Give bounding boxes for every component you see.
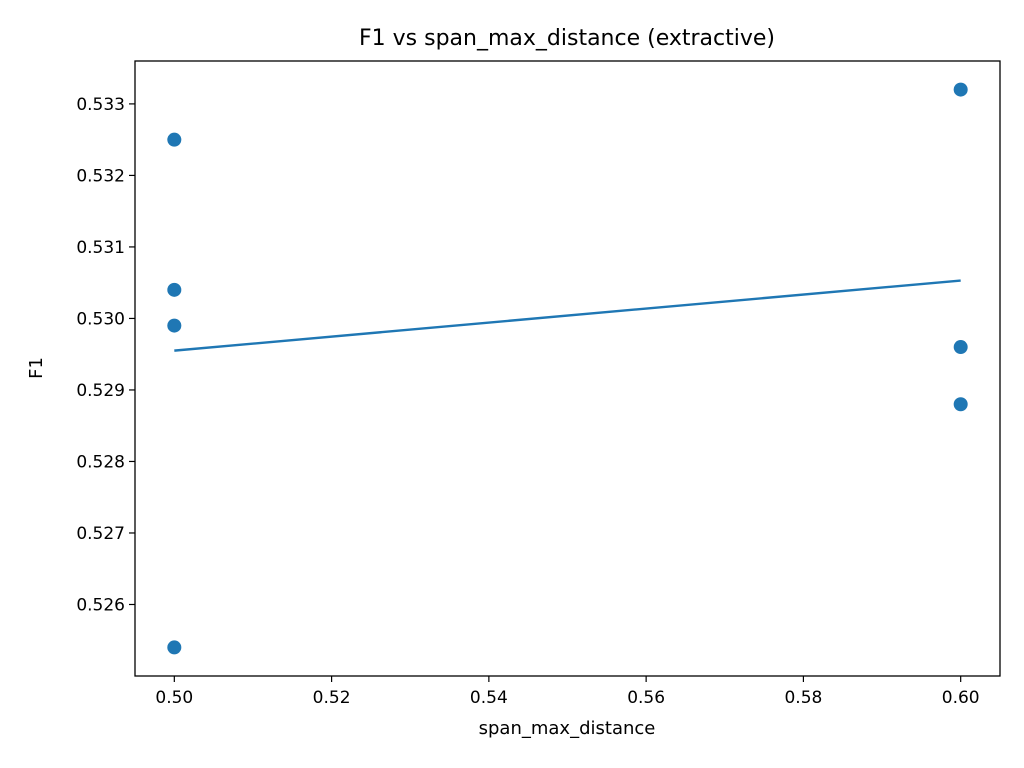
scatter-point [953, 397, 968, 412]
x-tick-label: 0.50 [155, 688, 193, 708]
x-axis: 0.50 0.52 0.54 0.56 0.58 0.60 [155, 676, 980, 708]
scatter-point [953, 340, 968, 355]
plot-frame [134, 60, 1001, 677]
y-tick-label: 0.533 [76, 95, 125, 115]
y-tick-label: 0.527 [76, 524, 125, 544]
y-tick-label: 0.529 [76, 381, 125, 401]
x-axis-label: span_max_distance [479, 718, 656, 739]
scatter-point [167, 640, 182, 655]
y-tick-label: 0.532 [76, 166, 125, 186]
plot-area [167, 82, 968, 655]
x-tick-label: 0.58 [784, 688, 822, 708]
scatter-point [953, 82, 968, 97]
y-tick-label: 0.526 [76, 595, 125, 615]
y-axis-label: F1 [26, 357, 47, 379]
trend-line [174, 279, 961, 352]
x-tick-label: 0.54 [470, 688, 508, 708]
y-tick-label: 0.528 [76, 452, 125, 472]
x-tick-label: 0.60 [942, 688, 980, 708]
scatter-point [167, 318, 182, 333]
y-axis: 0.526 0.527 0.528 0.529 0.530 0.531 0.532 0.533 [76, 95, 135, 615]
y-tick-label: 0.530 [76, 309, 125, 329]
x-tick-label: 0.52 [313, 688, 351, 708]
y-tick-label: 0.531 [76, 238, 125, 258]
scatter-point [167, 132, 182, 147]
chart-title: F1 vs span_max_distance (extractive) [359, 26, 775, 51]
x-tick-label: 0.56 [627, 688, 665, 708]
scatter-point [167, 282, 182, 297]
